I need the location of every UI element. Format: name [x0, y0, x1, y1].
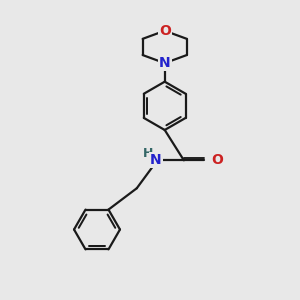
Text: H: H: [143, 147, 153, 160]
Text: N: N: [159, 56, 170, 70]
Text: N: N: [150, 153, 162, 167]
Text: O: O: [159, 24, 171, 38]
Text: O: O: [211, 153, 223, 167]
